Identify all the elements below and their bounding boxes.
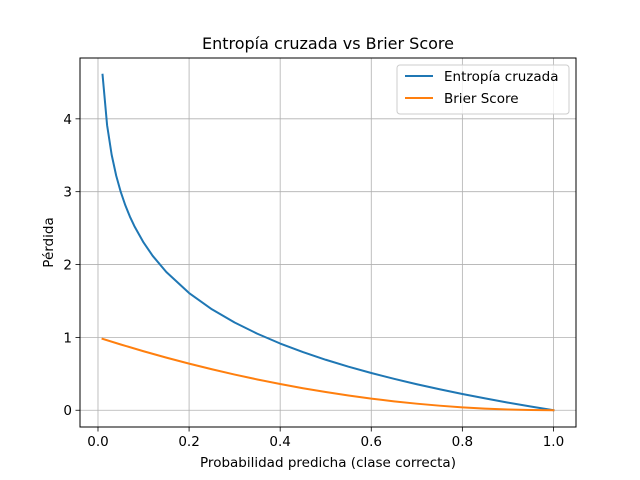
x-tick-label: 0.6: [361, 434, 382, 450]
y-axis-ticks: 0 1 2 3 4: [63, 112, 80, 419]
x-axis-label: Probabilidad predicha (clase correcta): [200, 455, 456, 471]
x-tick-label: 1.0: [543, 434, 564, 450]
chart-title: Entropía cruzada vs Brier Score: [202, 34, 454, 53]
y-tick-label: 1: [63, 330, 72, 346]
plot-frame: [79, 57, 577, 428]
y-tick-label: 2: [63, 258, 72, 274]
x-tick-label: 0.0: [87, 434, 108, 450]
x-tick-label: 0.2: [178, 434, 199, 450]
x-axis-ticks: 0.0 0.2 0.4 0.6 0.8 1.0: [87, 427, 564, 450]
series-line-brier-score: [101, 337, 555, 412]
x-tick-label: 0.8: [452, 434, 473, 450]
legend: Entropía cruzada Brier Score: [396, 64, 570, 115]
legend-box: [396, 64, 570, 115]
y-tick-label: 3: [63, 185, 72, 201]
legend-label-brier: Brier Score: [444, 91, 519, 107]
y-axis-label: Pérdida: [41, 217, 57, 267]
y-tick-label: 4: [63, 112, 72, 128]
y-tick-label: 0: [63, 403, 72, 419]
grid-lines: [80, 58, 576, 427]
legend-label-entropia: Entropía cruzada: [444, 69, 559, 85]
x-tick-label: 0.4: [269, 434, 290, 450]
series-line-entropia-cruzada: [101, 73, 555, 412]
plot-lines: [101, 73, 555, 412]
